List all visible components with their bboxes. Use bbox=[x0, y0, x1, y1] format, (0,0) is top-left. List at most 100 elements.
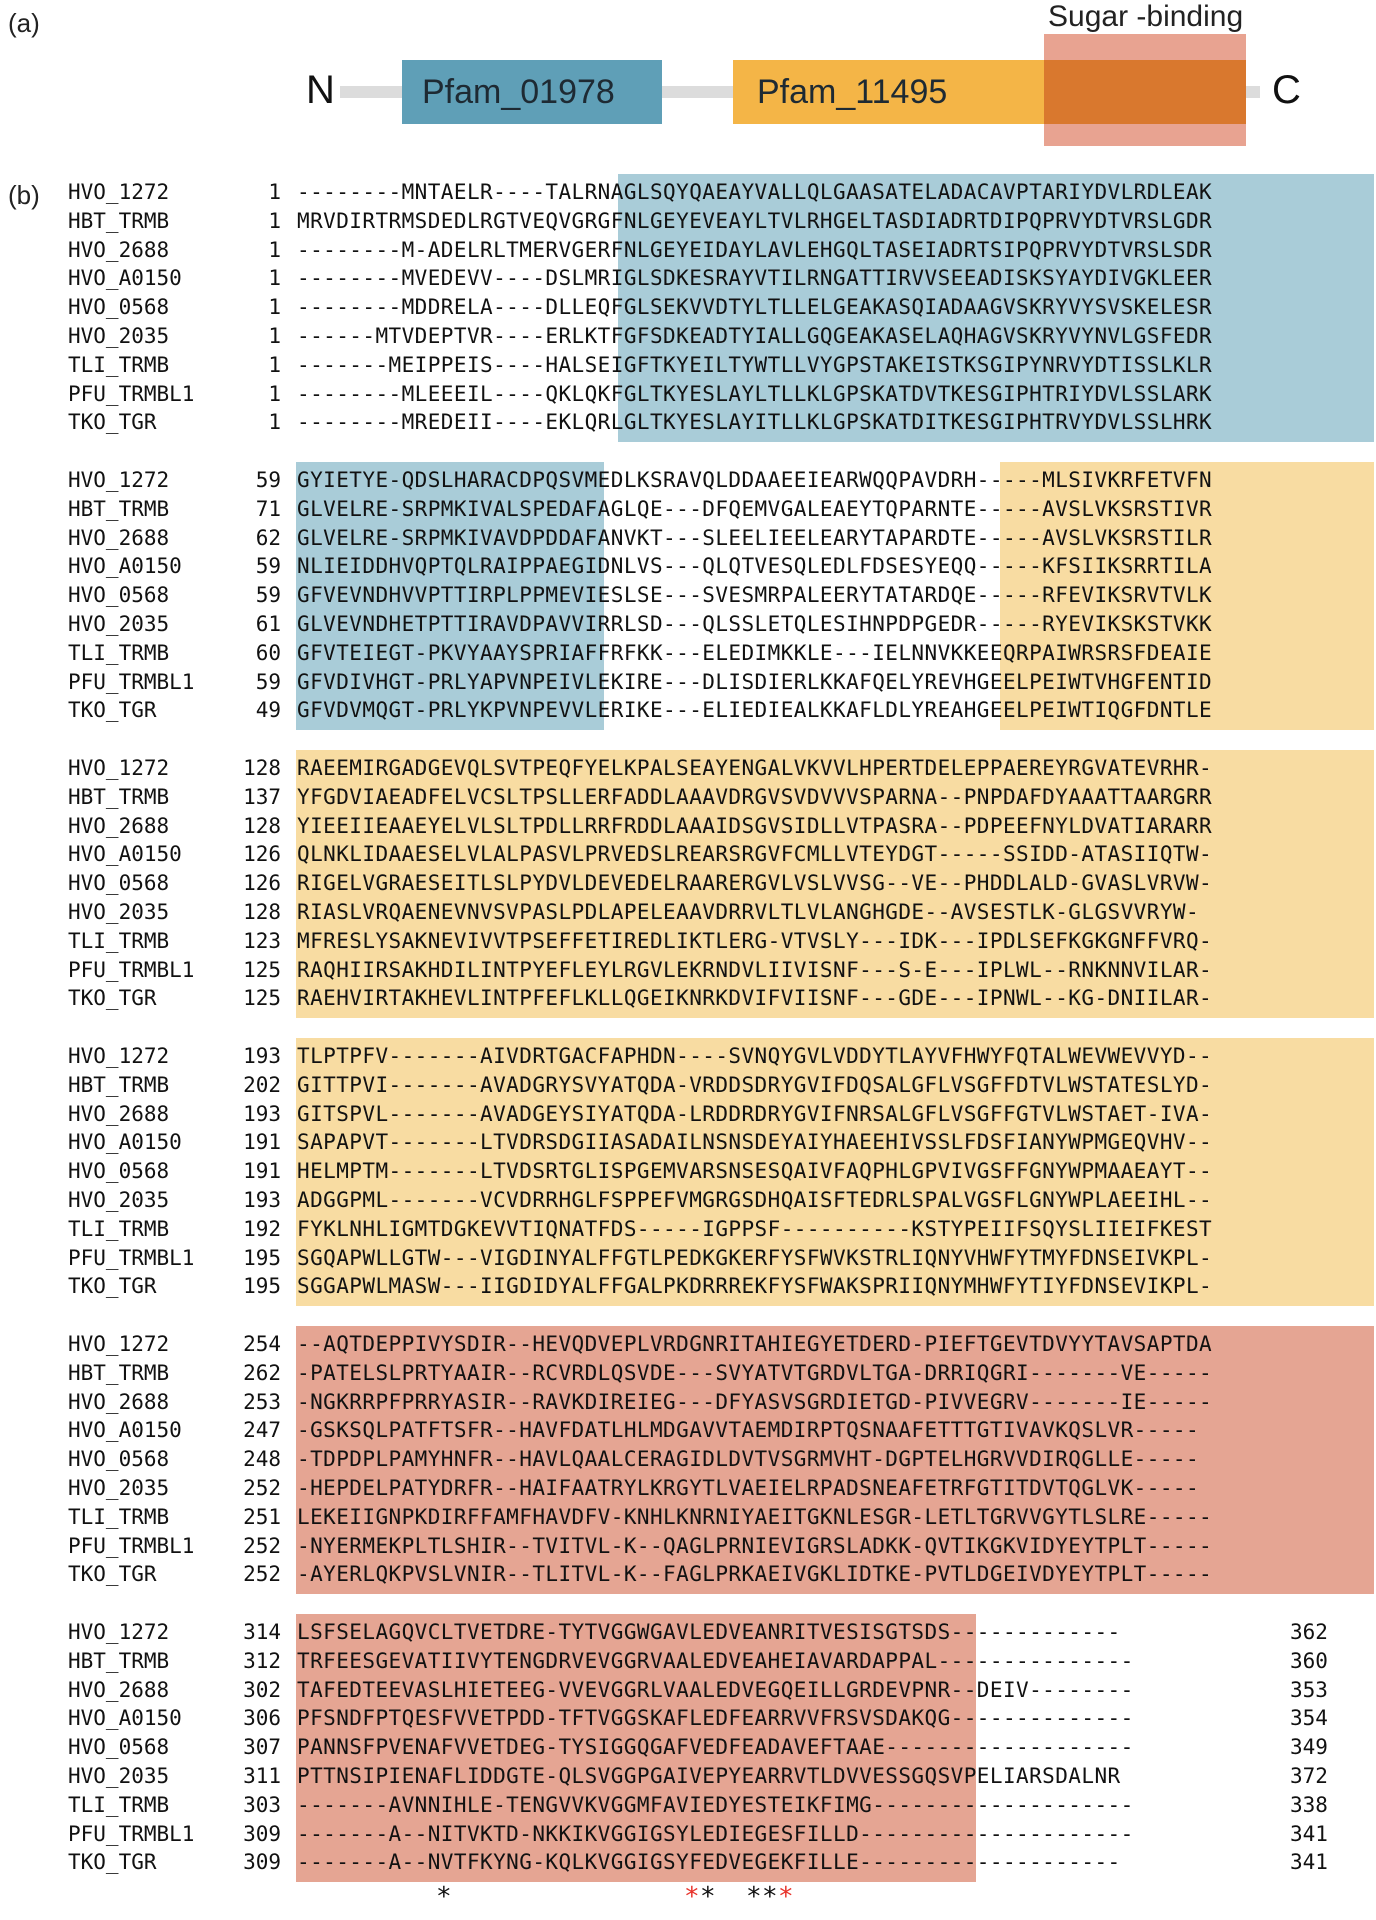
start-position: 191 bbox=[243, 1130, 281, 1155]
sequence-residues: RAQHIIRSAKHDILINTPYEFLEYLRGVLEKRNDVLIIVI… bbox=[297, 957, 1213, 982]
start-position: 128 bbox=[243, 756, 281, 780]
start-position: 128 bbox=[243, 813, 281, 838]
alignment-row: HBT_TRMB 262 -PATELSLPRTYAAIR--RCVRDLQSVDE… bbox=[0, 1359, 1376, 1388]
start-position: 71 bbox=[255, 496, 281, 521]
panel-a-label: (a) bbox=[8, 8, 40, 38]
alignment-row: HBT_TRMB 137 YFGDVIAEADFELVCSLTPSLLERFADDL… bbox=[0, 783, 1376, 812]
start-position: 253 bbox=[243, 1389, 281, 1414]
sequence-residues: -------MEIPPEIS----HALSEIGFTKYEILTYWTLLV… bbox=[297, 352, 1213, 377]
sequence-residues: -------A--NVTFKYNG-KQLKVGGIGSYFEDVEGEKFI… bbox=[297, 1850, 1121, 1875]
start-position: 312 bbox=[243, 1648, 281, 1673]
sequence-residues: PFSNDFPTQESFVVETPDD-TFTVGGSKAFLEDFEARRVV… bbox=[297, 1706, 1134, 1731]
start-position: 252 bbox=[243, 1562, 281, 1587]
alignment-row: HVO_2035 1 ------MTVDEPTVR----ERLKTFGFSDKE… bbox=[0, 322, 1376, 351]
start-position: 307 bbox=[243, 1735, 281, 1760]
start-position: 303 bbox=[243, 1792, 281, 1817]
start-position: 1 bbox=[268, 381, 281, 406]
sequence-residues: FYKLNHLIGMTDGKEVVTIQNATFDS-----IGPPSF---… bbox=[297, 1216, 1213, 1241]
alignment-row: HVO_0568 59 GFVEVNDHVVPTTIRPLPPMEVIESLSE--… bbox=[0, 581, 1376, 610]
sequence-residues: GLVELRE-SRPMKIVAVDPDDAFANVKT---SLEELIEEL… bbox=[297, 525, 1213, 550]
alignment-block-3: HVO_1272 128 RAEEMIRGADGEVQLSVTPEQFYELKPAL… bbox=[0, 750, 1376, 1020]
alignment-row: TLI_TRMB 192 FYKLNHLIGMTDGKEVVTIQNATFDS---… bbox=[0, 1215, 1376, 1244]
sequence-name: HVO_A0150 bbox=[68, 1130, 182, 1155]
sequence-name: HVO_1272 bbox=[68, 1044, 170, 1068]
start-position: 1 bbox=[268, 324, 281, 348]
sequence-name: PFU_TRMBL1 bbox=[68, 1821, 195, 1846]
sequence-residues: GYIETYE-QDSLHARACDPQSVMEDLKSRAVQLDDAAEEI… bbox=[297, 468, 1213, 492]
sequence-name: HVO_0568 bbox=[68, 871, 170, 896]
start-position: 311 bbox=[243, 1764, 281, 1788]
start-position: 191 bbox=[243, 1159, 281, 1184]
alignment-row: TLI_TRMB 60 GFVTEIEGT-PKVYAAYSPRIAFFRFKK--… bbox=[0, 639, 1376, 668]
alignment-row: TKO_TGR 49 GFVDVMQGT-PRLYKPVNPEVVLERIKE---… bbox=[0, 696, 1376, 725]
sequence-name: HVO_2035 bbox=[68, 1764, 170, 1788]
sequence-residues: MFRESLYSAKNEVIVVTPSEFFETIREDLIKTLERG-VTV… bbox=[297, 928, 1213, 953]
alignment-row: TKO_TGR 252 -AYERLQKPVSLVNIR--TLITVL-K--FA… bbox=[0, 1560, 1376, 1589]
sequence-name: PFU_TRMBL1 bbox=[68, 669, 195, 694]
alignment-row: HVO_2035 128 RIASLVRQAENEVNVSVPASLPDLAPELE… bbox=[0, 898, 1376, 927]
sequence-name: PFU_TRMBL1 bbox=[68, 1245, 195, 1270]
sequence-residues: -TDPDPLPAMYHNFR--HAVLQAALCERAGIDLDVTVSGR… bbox=[297, 1447, 1200, 1472]
start-position: 1 bbox=[268, 237, 281, 262]
alignment-row: PFU_TRMBL1 125 RAQHIIRSAKHDILINTPYEFLEYLRG… bbox=[0, 956, 1376, 985]
start-position: 125 bbox=[243, 986, 281, 1011]
start-position: 202 bbox=[243, 1072, 281, 1097]
sequence-name: HVO_1272 bbox=[68, 468, 170, 492]
alignment-row: HVO_2035 311 PTTNSIPIENAFLIDDGTE-QLSVGGPGA… bbox=[0, 1762, 1376, 1791]
sequence-name: HVO_A0150 bbox=[68, 1706, 182, 1731]
sequence-residues: YIEEIIEAAEYELVLSLTPDLLRRFRDDLAAAIDSGVSID… bbox=[297, 813, 1213, 838]
n-terminus-label: N bbox=[306, 68, 335, 112]
sequence-name: HVO_1272 bbox=[68, 180, 170, 204]
alignment-row: HVO_2035 193 ADGGPML-------VCVDRRHGLFSPPEF… bbox=[0, 1186, 1376, 1215]
start-position: 126 bbox=[243, 871, 281, 896]
sequence-name: HVO_1272 bbox=[68, 1620, 170, 1644]
start-position: 192 bbox=[243, 1216, 281, 1241]
alignment-row: HVO_A0150 191 SAPAPVT-------LTVDRSDGIIASAD… bbox=[0, 1128, 1376, 1157]
domain-architecture-panel: (a) Pfam_01978 Pfam_11495 N C Sugar -bin… bbox=[0, 0, 1376, 170]
pfam-01978-label: Pfam_01978 bbox=[422, 73, 615, 111]
region-shade-blue bbox=[618, 174, 1374, 442]
sequence-residues: -AYERLQKPVSLVNIR--TLITVL-K--FAGLPRKAEIVG… bbox=[297, 1562, 1213, 1587]
start-position: 128 bbox=[243, 900, 281, 924]
sequence-name: HVO_0568 bbox=[68, 1735, 170, 1760]
sequence-residues: -GSKSQLPATFTSFR--HAVFDATLHLMDGAVVTAEMDIR… bbox=[297, 1418, 1200, 1443]
start-position: 1 bbox=[268, 208, 281, 233]
start-position: 195 bbox=[243, 1245, 281, 1270]
sequence-residues: LSFSELAGQVCLTVETDRE-TYTVGGWGAVLEDVEANRIT… bbox=[297, 1620, 1121, 1644]
start-position: 314 bbox=[243, 1620, 281, 1644]
alignment-row: HVO_0568 248 -TDPDPLPAMYHNFR--HAVLQAALCERA… bbox=[0, 1445, 1376, 1474]
alignment-block-6: HVO_1272 314 LSFSELAGQVCLTVETDRE-TYTVGGWGA… bbox=[0, 1614, 1376, 1914]
alignment-row: TLI_TRMB 1 -------MEIPPEIS----HALSEIGFTKYE… bbox=[0, 351, 1376, 380]
sequence-residues: LEKEIIGNPKDIRFFAMFHAVDFV-KNHLKNRNIYAEITG… bbox=[297, 1504, 1213, 1529]
sequence-residues: GFVDVMQGT-PRLYKPVNPEVVLERIKE---ELIEDIEAL… bbox=[297, 698, 1213, 723]
sequence-name: TLI_TRMB bbox=[68, 1792, 170, 1817]
sequence-name: TLI_TRMB bbox=[68, 1504, 170, 1529]
conservation-asterisk-red: * bbox=[684, 1882, 700, 1912]
start-position: 123 bbox=[243, 928, 281, 953]
sequence-residues: SGGAPWLMASW---IIGDIDYALFFGALPKDRRREKFYSF… bbox=[297, 1274, 1213, 1299]
alignment-row: HVO_0568 1 --------MDDRELA----DLLEQFGLSEKV… bbox=[0, 293, 1376, 322]
sequence-residues: NLIEIDDHVQPTQLRAIPPAEGIDNLVS---QLQTVESQL… bbox=[297, 554, 1213, 579]
start-position: 1 bbox=[268, 410, 281, 435]
conservation-asterisk: * bbox=[746, 1882, 762, 1912]
alignment-row: HVO_1272 128 RAEEMIRGADGEVQLSVTPEQFYELKPAL… bbox=[0, 754, 1376, 783]
sequence-residues: GITSPVL-------AVADGEYSIYATQDA-LRDDRDRYGV… bbox=[297, 1101, 1213, 1126]
sequence-name: TLI_TRMB bbox=[68, 1216, 170, 1241]
alignment-row: HVO_1272 1 --------MNTAELR----TALRNAGLSQYQ… bbox=[0, 178, 1376, 207]
alignment-row: HVO_2688 1 --------M-ADELRLTMERVGERFNLGEYE… bbox=[0, 236, 1376, 265]
sequence-name: HVO_2688 bbox=[68, 525, 170, 550]
sequence-residues: --------MREDEII----EKLQRLGLTKYESLAYITLLK… bbox=[297, 410, 1213, 435]
alignment-row: HBT_TRMB 71 GLVELRE-SRPMKIVALSPEDAFAGLQE--… bbox=[0, 495, 1376, 524]
alignment-row: TKO_TGR 309 -------A--NVTFKYNG-KQLKVGGIGSY… bbox=[0, 1848, 1376, 1877]
start-position: 1 bbox=[268, 266, 281, 291]
start-position: 1 bbox=[268, 295, 281, 320]
alignment-row: PFU_TRMBL1 59 GFVDIVHGT-PRLYAPVNPEIVLEKIRE… bbox=[0, 668, 1376, 697]
start-position: 59 bbox=[255, 554, 281, 579]
region-shade-salmon bbox=[296, 1614, 976, 1882]
end-position: 360 bbox=[1290, 1648, 1328, 1673]
start-position: 248 bbox=[243, 1447, 281, 1472]
sequence-name: TKO_TGR bbox=[68, 698, 157, 723]
alignment-row: TLI_TRMB 123 MFRESLYSAKNEVIVVTPSEFFETIREDL… bbox=[0, 927, 1376, 956]
alignment-row: PFU_TRMBL1 252 -NYERMEKPLTLSHIR--TVITVL-K-… bbox=[0, 1532, 1376, 1561]
alignment-block-2: HVO_1272 59 GYIETYE-QDSLHARACDPQSVMEDLKSRA… bbox=[0, 462, 1376, 732]
